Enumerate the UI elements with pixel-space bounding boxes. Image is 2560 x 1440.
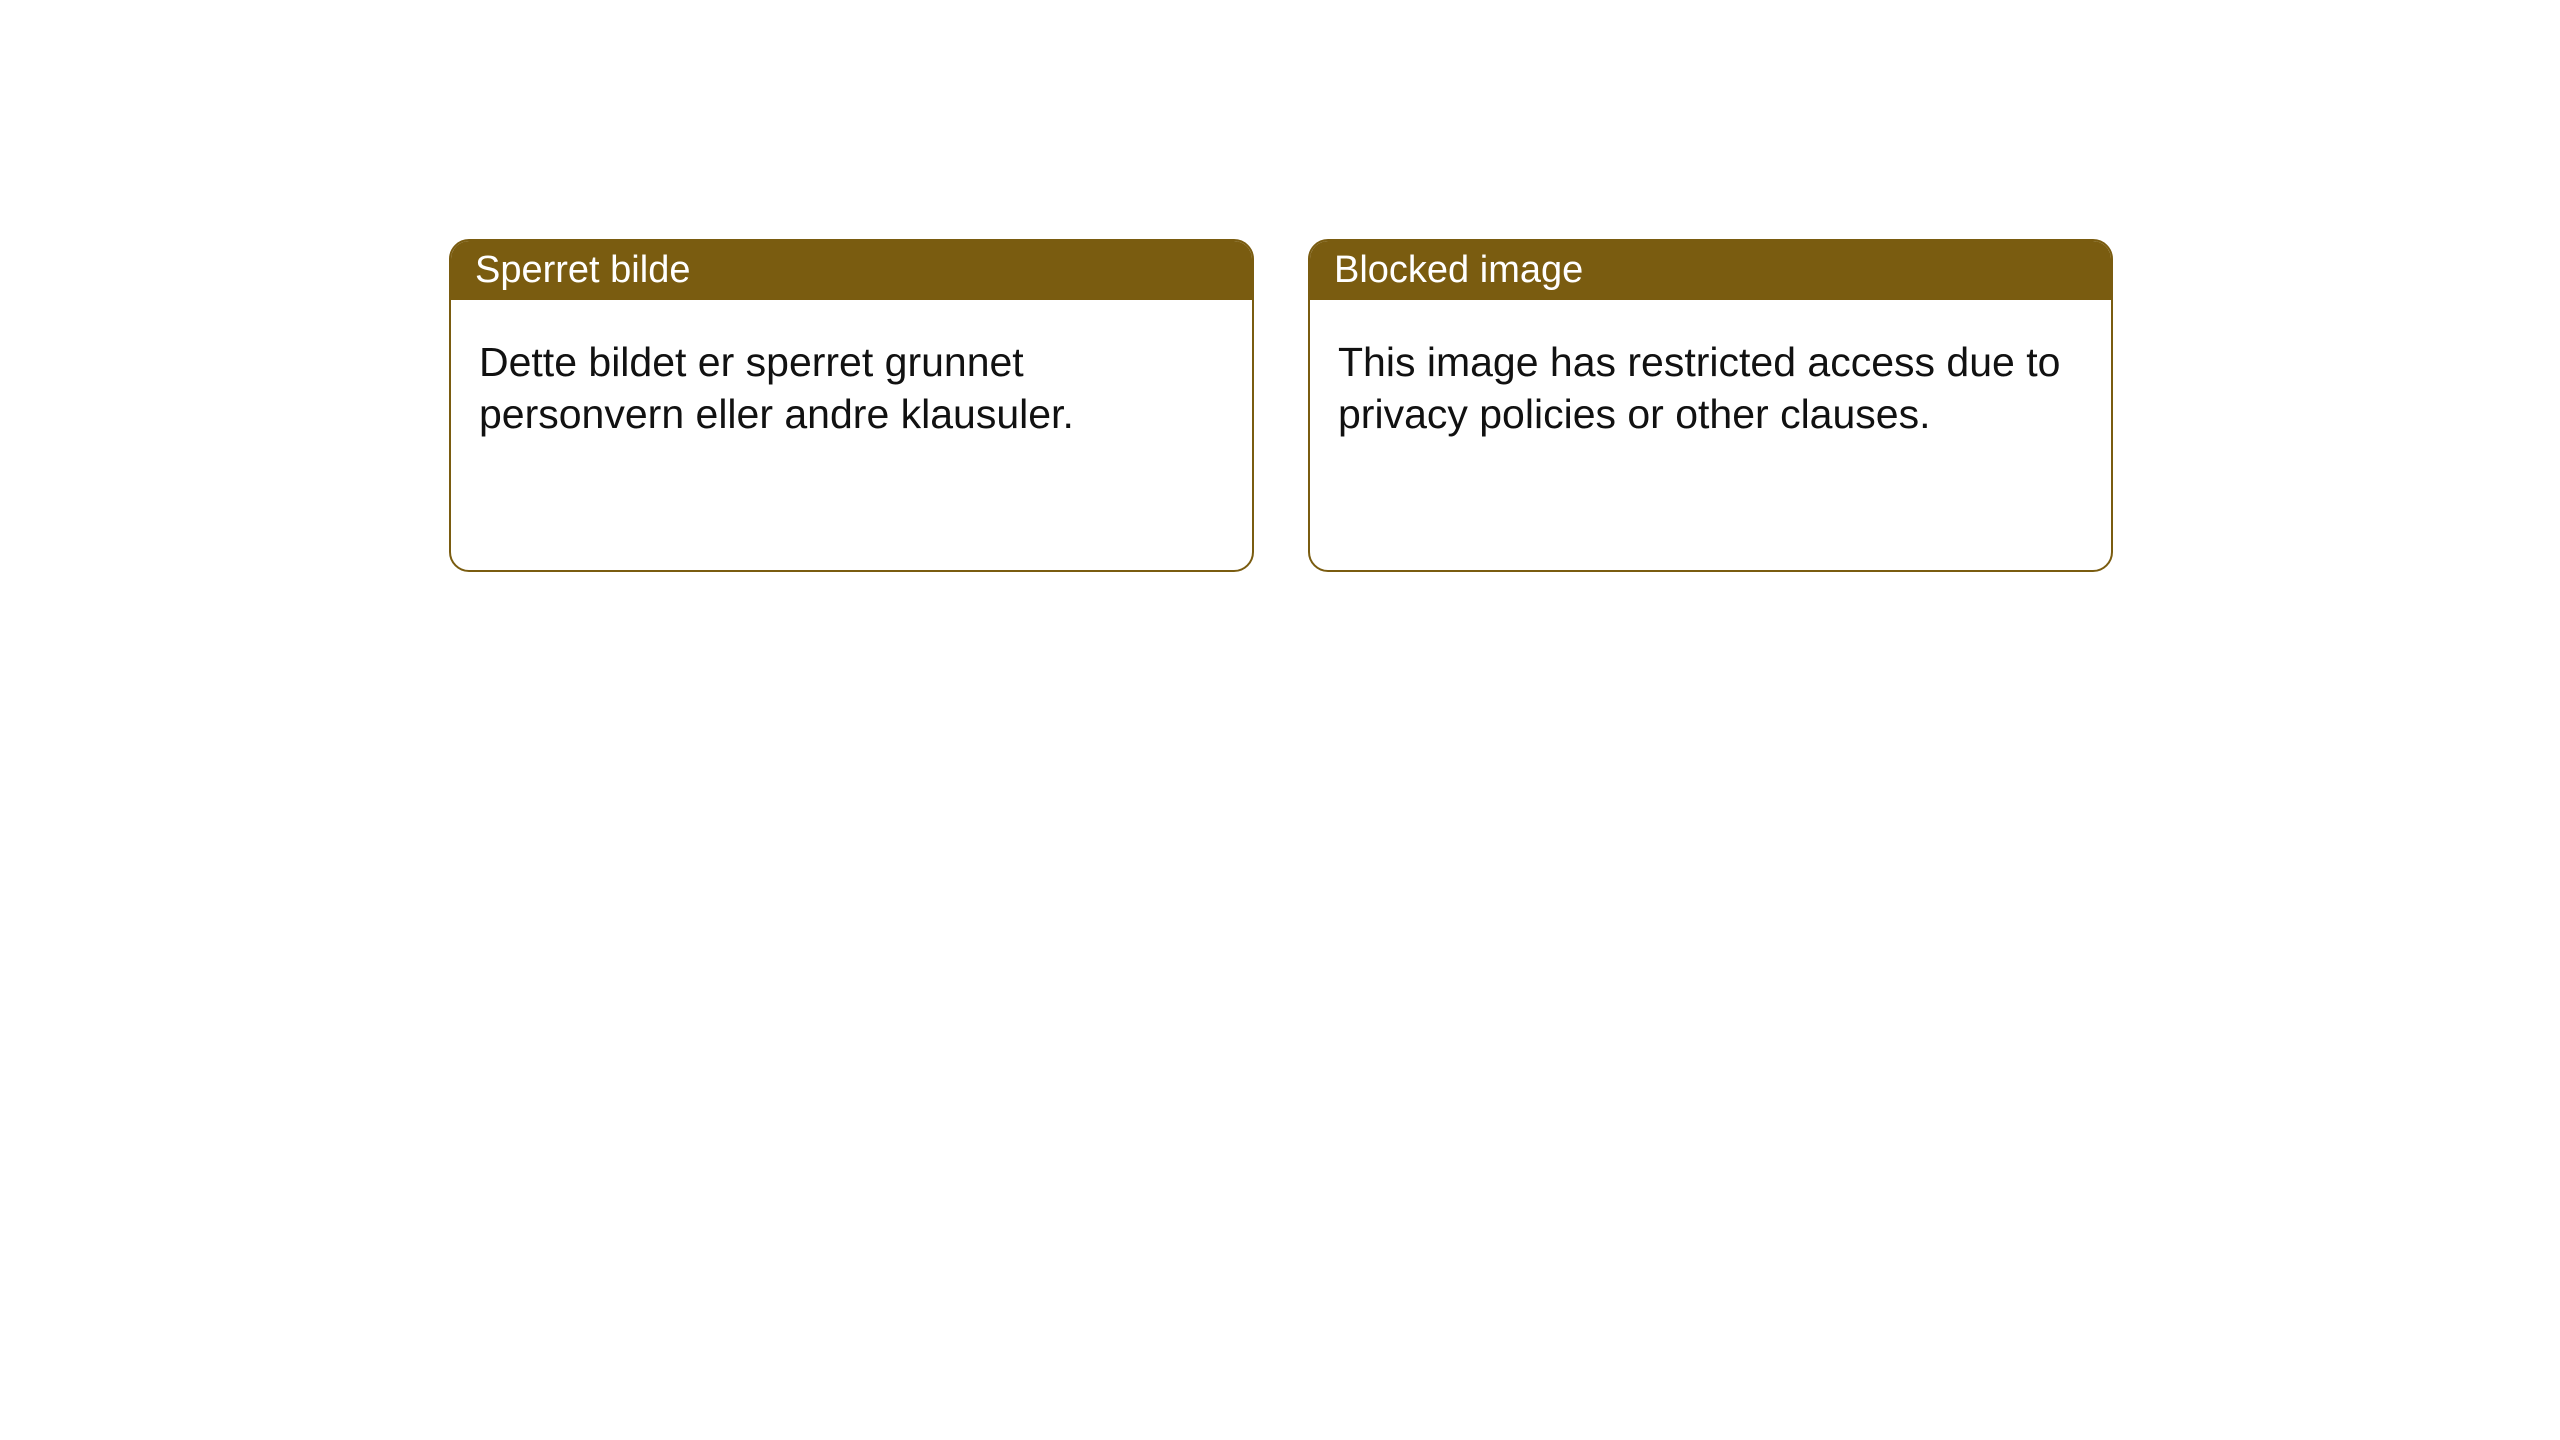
notice-title: Sperret bilde [475,249,690,291]
notice-card-norwegian: Sperret bilde Dette bildet er sperret gr… [449,239,1254,572]
notice-header: Blocked image [1310,241,2111,300]
notice-body: This image has restricted access due to … [1310,300,2111,476]
notice-title: Blocked image [1334,249,1583,291]
notice-header: Sperret bilde [451,241,1252,300]
notice-container: Sperret bilde Dette bildet er sperret gr… [449,239,2113,572]
notice-body-text: Dette bildet er sperret grunnet personve… [479,339,1074,437]
notice-body-text: This image has restricted access due to … [1338,339,2060,437]
notice-card-english: Blocked image This image has restricted … [1308,239,2113,572]
notice-body: Dette bildet er sperret grunnet personve… [451,300,1252,476]
